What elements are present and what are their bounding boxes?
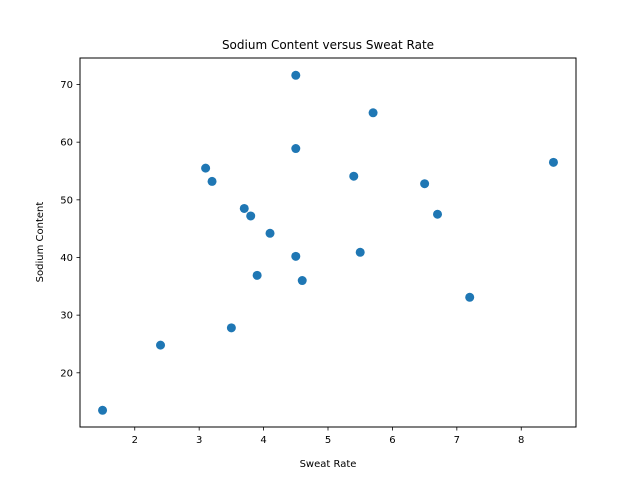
x-axis-label: Sweat Rate [300, 459, 357, 470]
data-point [246, 211, 256, 221]
y-tick-label: 20 [60, 368, 73, 379]
x-tick-label: 6 [389, 435, 395, 446]
data-point [207, 176, 217, 186]
data-point [291, 251, 301, 261]
x-axis-ticks: 2 3 4 5 6 7 8 [132, 427, 524, 446]
data-point [226, 323, 236, 333]
y-tick-label: 60 [60, 138, 73, 149]
data-point [433, 209, 443, 219]
y-tick-label: 30 [60, 311, 73, 322]
y-axis-label: Sodium Content [35, 202, 46, 283]
x-tick-label: 2 [132, 435, 138, 446]
y-axis-ticks: 20 30 40 50 60 70 [60, 80, 80, 379]
y-tick-label: 40 [60, 253, 73, 264]
x-tick-label: 7 [454, 435, 460, 446]
x-tick-label: 5 [325, 435, 331, 446]
chart-title: Sodium Content versus Sweat Rate [222, 38, 434, 52]
data-points [98, 70, 558, 415]
data-point [349, 171, 359, 181]
data-point [368, 108, 378, 118]
data-point [291, 70, 301, 80]
data-point [201, 163, 211, 173]
y-tick-label: 50 [60, 195, 73, 206]
data-point [98, 405, 108, 415]
data-point [291, 144, 301, 154]
x-tick-label: 8 [518, 435, 524, 446]
y-tick-label: 70 [60, 80, 73, 91]
data-point [420, 179, 430, 189]
data-point [297, 276, 307, 286]
data-point [548, 157, 558, 167]
data-point [465, 292, 475, 302]
x-tick-label: 4 [260, 435, 266, 446]
x-tick-label: 3 [196, 435, 202, 446]
data-point [239, 203, 249, 213]
data-point [265, 228, 275, 238]
data-point [355, 247, 365, 257]
data-point [156, 340, 166, 350]
data-point [252, 270, 262, 280]
